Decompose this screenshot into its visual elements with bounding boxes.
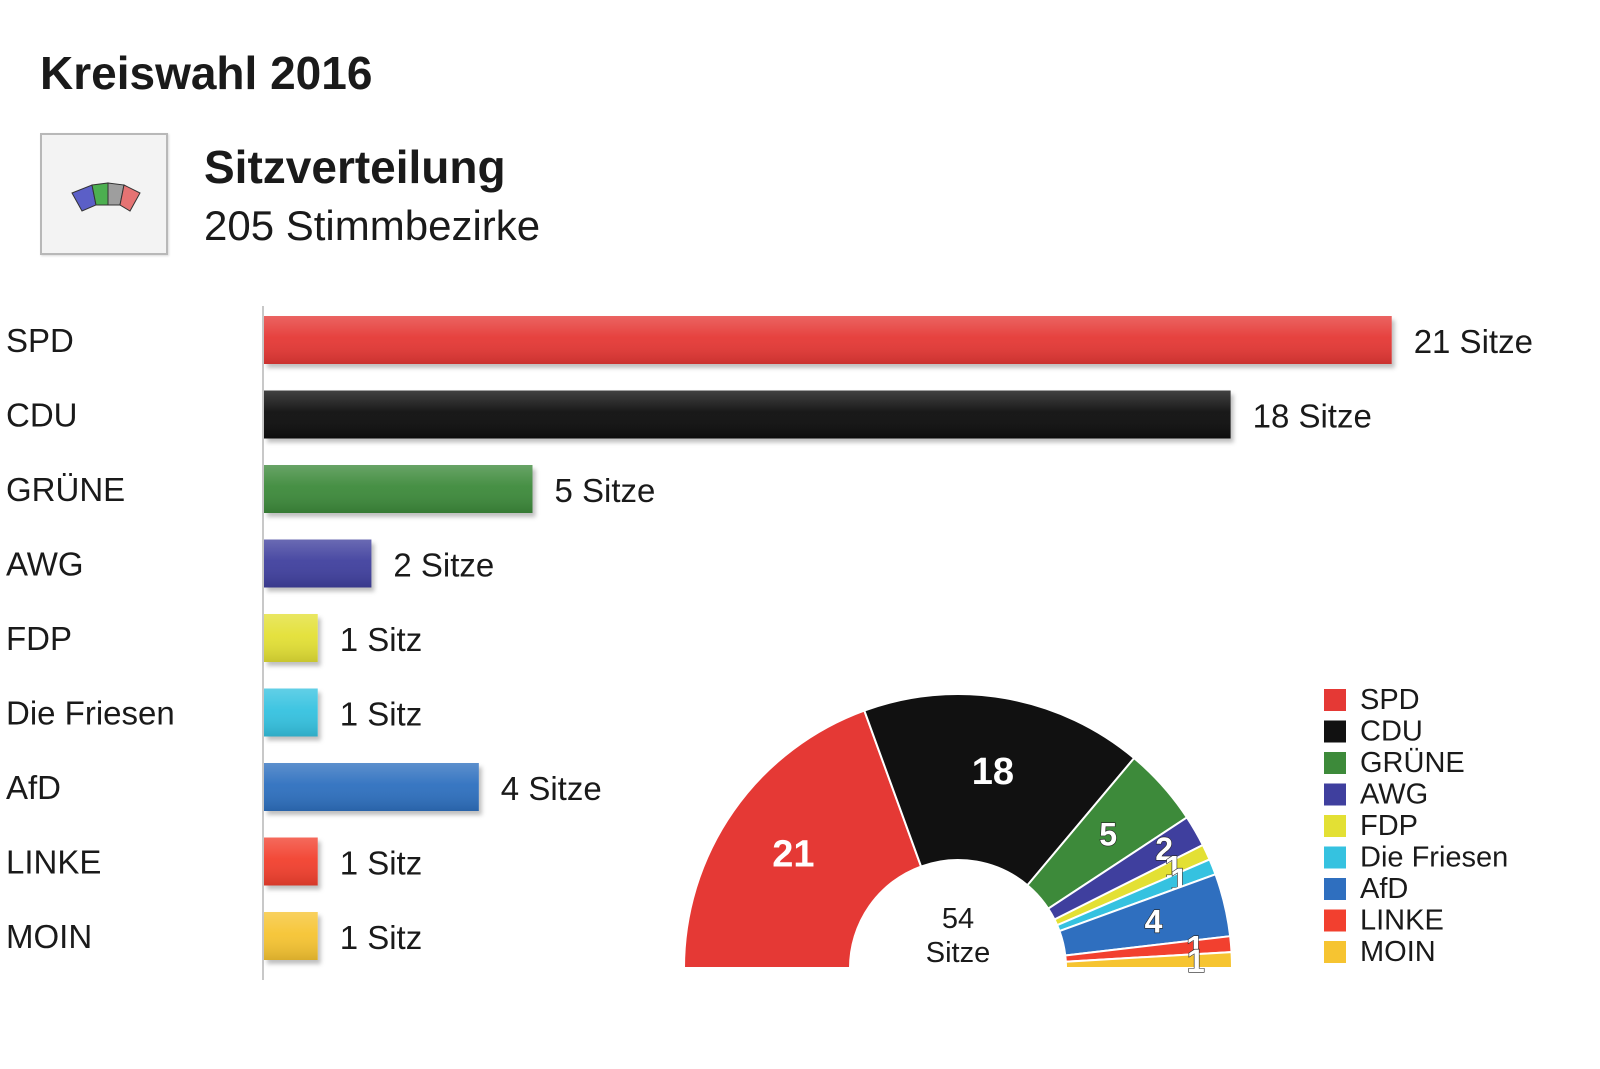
legend-swatch: [1324, 720, 1346, 743]
chart-subtitle: Sitzverteilung: [204, 141, 506, 193]
legend-label: AWG: [1360, 779, 1428, 811]
category-label: AWG: [6, 546, 84, 583]
category-label: LINKE: [6, 844, 101, 881]
legend-swatch: [1324, 752, 1346, 774]
category-label: CDU: [6, 397, 78, 434]
legend-label: GRÜNE: [1360, 747, 1465, 779]
slice-label: 21: [772, 834, 814, 876]
bar-value-label: 1 Sitz: [340, 919, 423, 956]
bar-gloss: [264, 316, 1392, 364]
bar-value-label: 1 Sitz: [340, 696, 423, 733]
bar-value-label: 5 Sitze: [555, 472, 656, 509]
bar-gloss: [264, 390, 1231, 439]
legend-swatch: [1324, 909, 1346, 932]
chart-title: Kreiswahl 2016: [40, 47, 373, 99]
total-seats-unit: Sitze: [926, 937, 990, 969]
bar-value-label: 1 Sitz: [340, 621, 423, 658]
bar-value-label: 21 Sitze: [1414, 323, 1533, 360]
legend-label: AfD: [1360, 873, 1408, 905]
category-label: GRÜNE: [6, 471, 125, 508]
bar-value-label: 4 Sitze: [501, 770, 602, 807]
bar-gloss: [264, 614, 318, 662]
parliament-seats-icon: [71, 182, 141, 212]
legend-label: FDP: [1360, 810, 1418, 842]
bar-value-label: 1 Sitz: [340, 845, 423, 882]
total-seats-number: 54: [942, 903, 974, 935]
slice-label: 5: [1099, 816, 1117, 852]
slice-spd: [682, 709, 923, 969]
legend-swatch: [1324, 689, 1346, 711]
slice-label: 2: [1155, 831, 1173, 867]
legend-label: LINKE: [1360, 905, 1444, 937]
bar-value-label: 18 Sitze: [1253, 398, 1372, 435]
category-label: SPD: [6, 322, 74, 359]
category-label: FDP: [6, 620, 72, 657]
district-count: 205 Stimmbezirke: [204, 202, 541, 249]
legend-swatch: [1324, 878, 1346, 900]
slice-label: 1: [1187, 943, 1205, 979]
legend-label: MOIN: [1360, 936, 1436, 968]
legend-swatch: [1324, 815, 1346, 837]
legend-swatch: [1324, 783, 1346, 806]
slice-moin: [1064, 951, 1234, 969]
category-label: MOIN: [6, 918, 92, 955]
slice-label: 18: [972, 751, 1014, 793]
legend-label: SPD: [1360, 684, 1420, 716]
bar-gloss: [264, 465, 533, 513]
legend-swatch: [1324, 846, 1346, 869]
legend-label: Die Friesen: [1360, 842, 1508, 874]
slice-label: 4: [1145, 904, 1163, 940]
bar-gloss: [264, 763, 479, 811]
legend-label: CDU: [1360, 716, 1423, 748]
bar-gloss: [264, 688, 318, 737]
seat-distribution-icon-box: [40, 133, 168, 255]
category-label: Die Friesen: [6, 695, 175, 732]
bar-gloss: [264, 539, 372, 588]
bar-gloss: [264, 837, 318, 886]
category-label: AfD: [6, 769, 61, 806]
bar-value-label: 2 Sitze: [393, 547, 494, 584]
legend-swatch: [1324, 941, 1346, 963]
bar-gloss: [264, 912, 318, 960]
